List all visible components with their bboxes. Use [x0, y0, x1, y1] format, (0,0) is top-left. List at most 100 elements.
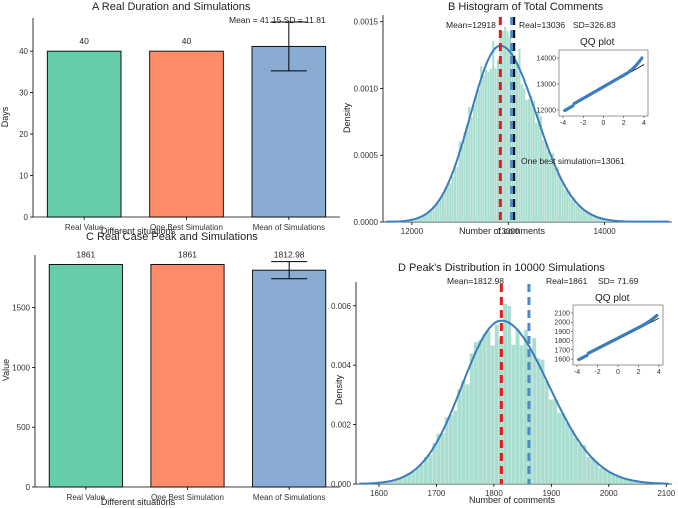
histogram-bin	[434, 204, 437, 222]
panel-c-x-ticks: Real Value One Best Simulation Mean of Sim…	[67, 487, 325, 502]
bar-value-label: 1861	[76, 249, 95, 259]
histogram-bin	[590, 457, 595, 484]
histogram-bin	[478, 339, 483, 484]
histogram-bin	[523, 88, 526, 222]
histogram-bin	[542, 139, 545, 222]
panel-a-y-label: Days	[0, 106, 10, 127]
x-tick-label: Mean of Simulations	[253, 223, 325, 232]
histogram-bin	[582, 445, 587, 484]
histogram-bin	[419, 464, 424, 484]
histogram-bin	[484, 69, 488, 222]
panel-d-qq-ticks: -4 -2 0 2 4 1600 1700 1800 1900 2000 2100	[554, 311, 661, 377]
histogram-bin	[469, 353, 474, 484]
panel-b-reference-lines	[498, 17, 516, 222]
panel-b-histogram	[377, 26, 664, 223]
histogram-bin	[554, 168, 557, 222]
panel-c-y-ticks: 0 500 1000 1500	[12, 304, 35, 492]
histogram-bin	[594, 461, 599, 484]
panel-b-qq-title: QQ plot	[580, 37, 615, 48]
histogram-bin	[587, 213, 590, 222]
histogram-bin	[444, 417, 449, 484]
histogram-bin	[553, 399, 557, 484]
histogram-bin	[465, 384, 470, 484]
y-tick-label: 20	[19, 130, 28, 139]
qq-y-tick-label: 2000	[554, 320, 570, 327]
histogram-bin	[578, 444, 582, 484]
y-tick-label: 0	[24, 213, 29, 222]
histogram-bin	[632, 480, 637, 484]
histogram-bin	[496, 59, 500, 222]
panel-d-qq-title: QQ plot	[595, 293, 630, 304]
panel-b-x-ticks: 12000 13000 14000	[401, 222, 616, 236]
bar-2	[150, 263, 225, 488]
histogram-bin	[539, 116, 542, 222]
histogram-bin	[482, 334, 487, 484]
histogram-bin	[561, 182, 564, 222]
qq-point	[640, 56, 644, 60]
y-tick-label: 10	[19, 172, 28, 181]
histogram-bin	[594, 215, 597, 222]
panel-d-y-label: Density	[334, 374, 344, 405]
histogram-bin	[603, 468, 607, 484]
histogram-bin	[458, 141, 461, 222]
histogram-bin	[607, 472, 612, 484]
histogram-bin	[413, 219, 416, 222]
x-tick-label: 1900	[542, 489, 560, 498]
histogram-bin	[430, 210, 433, 222]
y-tick-label: 1000	[12, 363, 30, 372]
histogram-bin	[530, 95, 533, 222]
histogram-bin	[482, 74, 485, 222]
x-tick-label: 1600	[370, 489, 388, 498]
qq-y-tick-label: 13000	[537, 82, 557, 89]
y-tick-label: 0.0010	[354, 84, 379, 93]
histogram-bin	[561, 413, 566, 484]
histogram-bin	[551, 153, 554, 222]
histogram-bin	[440, 433, 445, 484]
qq-y-tick-label: 12000	[537, 108, 557, 115]
histogram-bin	[461, 146, 464, 222]
x-tick-label: 1800	[485, 489, 503, 498]
histogram-bin	[427, 210, 430, 222]
histogram-bin	[386, 481, 391, 484]
histogram-bin	[515, 328, 520, 484]
histogram-bin	[578, 204, 581, 222]
panel-d-density-curve	[359, 319, 669, 485]
histogram-bin	[563, 190, 566, 222]
panel-d-x-ticks: 1600 1700 1800 1900 2000 2100	[370, 484, 676, 498]
panel-b-density-curve	[385, 44, 670, 223]
qq-y-tick-label: 1800	[554, 338, 570, 345]
y-tick-label: 0.0015	[354, 18, 379, 27]
histogram-bin	[565, 422, 570, 484]
histogram-bin	[490, 345, 495, 484]
qq-x-tick-label: 0	[616, 369, 620, 376]
histogram-bin	[415, 467, 420, 484]
histogram-bin	[428, 454, 433, 484]
panel-b-title: B Histogram of Total Comments	[448, 1, 604, 13]
panel-d-mean-annotation: Mean=1812.98	[447, 276, 504, 286]
bar-1	[48, 263, 123, 488]
panel-b-best-annotation: One best simulation=13061	[521, 156, 625, 166]
x-tick-label: Mean of Simulations	[253, 493, 325, 502]
histogram-bin	[566, 188, 569, 222]
histogram-bin	[422, 215, 425, 222]
histogram-bin	[508, 37, 511, 222]
qq-x-tick-label: 4	[642, 120, 646, 127]
histogram-bin	[420, 216, 423, 222]
panel-b-real-annotation: Real=13036	[519, 20, 565, 30]
histogram-bin	[568, 191, 571, 222]
histogram-bin	[504, 26, 507, 223]
qq-y-tick-label: 14000	[537, 56, 557, 63]
x-tick-label: 2100	[657, 489, 675, 498]
histogram-bin	[501, 30, 504, 222]
panel-b: B Histogram of Total Comments 0.00000.00…	[342, 1, 672, 236]
histogram-bin	[507, 305, 512, 484]
histogram-bin	[570, 199, 574, 222]
panel-d-qq-inset: QQ plot -4 -2 0 2 4 1600 1700 1800 1900 2000 2100	[554, 293, 664, 377]
panel-b-sd-annotation: SD=326.83	[573, 20, 616, 30]
histogram-bin	[444, 187, 447, 222]
qq-y-tick-label: 1700	[554, 347, 570, 354]
bar-value-label: 1812.98	[274, 250, 305, 260]
histogram-bin	[606, 219, 609, 222]
histogram-bin	[556, 167, 559, 222]
